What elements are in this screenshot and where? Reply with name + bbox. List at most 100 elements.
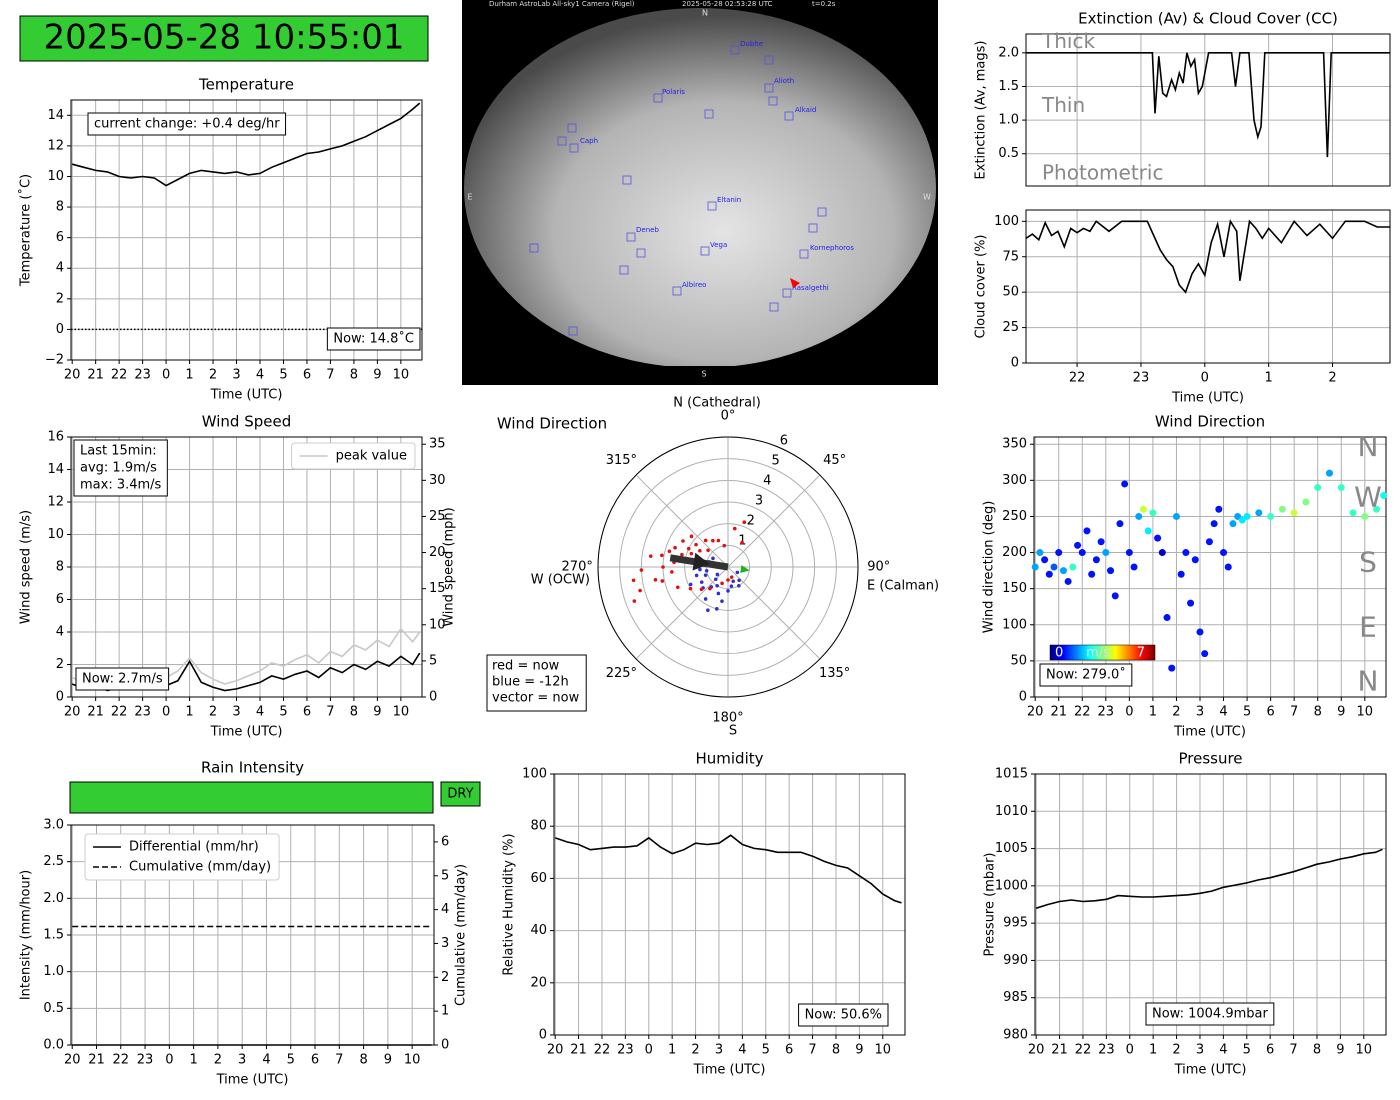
x-tick-label: 0 (1201, 371, 1209, 386)
y2-tick-label: 2 (441, 970, 449, 985)
y2-tick-label: 10 (429, 617, 446, 632)
annotation-text: Last 15min: (80, 444, 157, 459)
wind-dir-point (1111, 592, 1119, 600)
star-marker (529, 243, 539, 253)
wind-point (704, 568, 709, 573)
star-marker (700, 246, 710, 256)
chart-6: 20 21 22 23 0 1 2 3 4 5 6 7 8 9 100.00.51.01.52.02.53.… (19, 759, 469, 1088)
compass-label: N (1358, 430, 1379, 463)
x-axis-label: Time (UTC) (210, 725, 283, 740)
wind-point (638, 588, 642, 593)
x-tick-label: 23 (137, 1053, 154, 1068)
chart-title: Wind Direction (497, 415, 607, 433)
y2-tick-label: 0 (441, 1038, 449, 1053)
annotation-box (798, 1003, 889, 1027)
x-tick-label: 9 (373, 705, 381, 720)
x-tick-label: 23 (617, 1043, 634, 1058)
wind-point (673, 545, 677, 550)
x-tick-label: 22 (1074, 705, 1091, 720)
y-tick-label: 1010 (995, 804, 1028, 819)
x-tick-label: 1 (668, 1043, 676, 1058)
star-marker (636, 248, 646, 258)
x-tick-label: 10 (393, 705, 410, 720)
x-tick-label: 23 (1098, 705, 1115, 720)
wind-point (699, 587, 704, 592)
star-marker (619, 265, 629, 275)
region-label: Photometric (1042, 160, 1163, 184)
data-line (1026, 52, 1390, 158)
x-tick-label: 10 (1355, 1043, 1372, 1058)
wind-dir-point (1041, 556, 1049, 564)
star-marker (672, 286, 682, 296)
wind-dir-point (1278, 505, 1286, 513)
y-tick-label: 100 (522, 767, 547, 782)
star-label: Eltanin (717, 196, 741, 204)
y2-tick-label: 5 (441, 868, 449, 883)
x-tick-label: 0 (645, 1043, 653, 1058)
x-tick-label: 3 (715, 1043, 723, 1058)
wind-point (698, 548, 702, 553)
legend: Differential (mm/hr) Cumulative (mm/day) (84, 833, 280, 881)
wind-dir-point (1059, 567, 1067, 575)
y-tick-label: 50 (1002, 285, 1019, 300)
pointer-arrow (790, 278, 800, 288)
star-label: Caph (580, 137, 598, 145)
y-tick-label: 200 (1002, 545, 1027, 560)
wind-point (735, 570, 740, 575)
wind-point (703, 538, 708, 543)
wind-dir-point (1036, 549, 1044, 557)
wind-point (686, 546, 691, 551)
wind-dir-point (1349, 509, 1357, 517)
chart-title: Extinction (Av) & Cloud Cover (CC) (1078, 10, 1338, 28)
plot-frame (553, 773, 906, 1036)
rain-status-bar (69, 781, 434, 814)
y-tick-label: 2 (56, 657, 64, 672)
wind-dir-point (1088, 570, 1096, 578)
wind-point (694, 573, 699, 578)
plot-frame (1025, 209, 1391, 364)
x-tick-label: 20 (64, 368, 81, 383)
y-tick-label: 2.0 (43, 891, 64, 906)
x-tick-label: 4 (1219, 705, 1227, 720)
x-tick-label: 8 (832, 1043, 840, 1058)
star-label: Polaris (662, 88, 685, 96)
x-tick-label: 1 (1265, 371, 1273, 386)
legend-box (486, 654, 587, 712)
direction-label: W (OCW) (531, 573, 590, 588)
x-tick-label: 6 (785, 1043, 793, 1058)
annotation-box (1039, 663, 1133, 687)
chart-title: Pressure (1178, 750, 1242, 768)
y2-tick-label: 1 (441, 1004, 449, 1019)
chart-title: Wind Speed (202, 413, 292, 431)
angle-grid (727, 474, 821, 568)
x-tick-label: 20 (1028, 1043, 1045, 1058)
star-marker (808, 223, 818, 233)
x-tick-label: 6 (1266, 705, 1274, 720)
y-tick-label: 6 (56, 592, 64, 607)
x-tick-label: 3 (1196, 1043, 1204, 1058)
direction-label: E (Calman) (867, 579, 939, 594)
y-tick-label: 8 (56, 560, 64, 575)
y-tick-label: 1015 (995, 767, 1028, 782)
y-tick-label: −2 (45, 353, 64, 368)
wind-point (688, 586, 693, 591)
legend-label: vector = now (492, 691, 580, 706)
x-axis-label: Time (UTC) (1173, 725, 1246, 740)
x-tick-label: 7 (335, 1053, 343, 1068)
wind-dir-point (1196, 628, 1204, 636)
annotation-box (75, 667, 170, 691)
star-label: Vega (710, 241, 727, 249)
star-marker (730, 45, 740, 55)
vector-mark (740, 565, 750, 573)
wind-dir-point (1031, 563, 1039, 571)
wind-point (715, 583, 719, 588)
y-tick-label: 10 (47, 169, 64, 184)
y-tick-label: 0 (56, 322, 64, 337)
data-line (554, 834, 902, 904)
y-axis-label: Pressure (mbar) (983, 852, 998, 956)
star-marker (568, 326, 578, 336)
x-tick-label: 5 (287, 1053, 295, 1068)
compass-letter: E (467, 193, 472, 202)
y-tick-label: 16 (47, 430, 64, 445)
x-tick-label: 21 (87, 705, 104, 720)
